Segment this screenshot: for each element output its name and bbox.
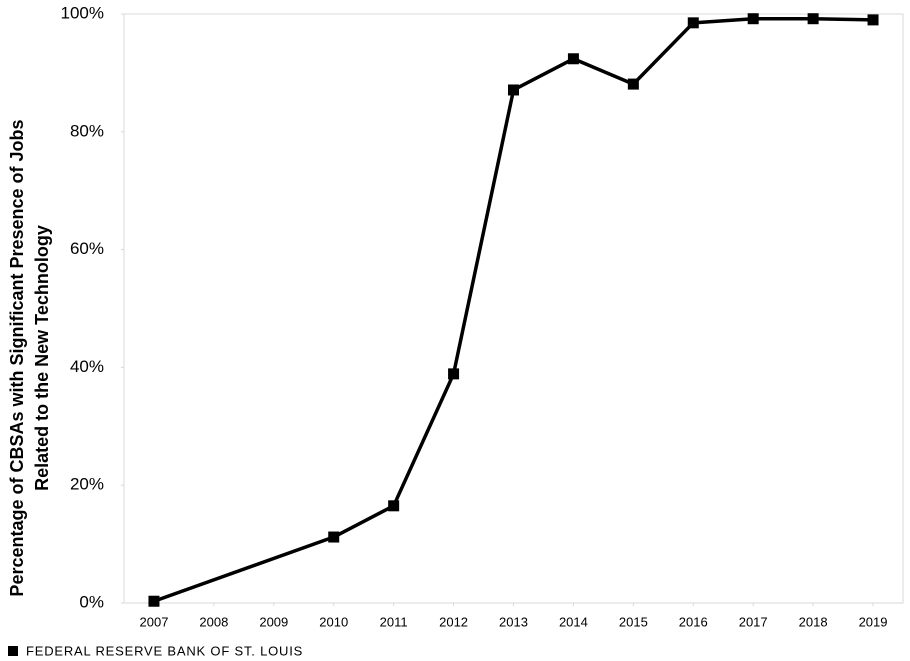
plot-frame <box>123 13 904 604</box>
x-tick-label: 2007 <box>140 614 169 629</box>
x-tick-label: 2017 <box>739 614 768 629</box>
x-tick-label: 2018 <box>799 614 828 629</box>
data-marker <box>687 17 699 29</box>
y-tick-label: 100% <box>61 3 104 22</box>
footer-source: FEDERAL RESERVE BANK OF ST. LOUIS <box>26 643 303 658</box>
data-marker <box>328 531 340 543</box>
data-marker <box>508 84 519 96</box>
data-marker <box>567 53 579 65</box>
data-marker <box>388 500 400 512</box>
footer-icon <box>8 646 18 656</box>
y-tick-label: 40% <box>70 357 104 376</box>
x-tick-label: 2016 <box>679 614 708 629</box>
y-tick-label: 0% <box>79 592 104 611</box>
data-marker <box>867 14 879 26</box>
x-tick-label: 2012 <box>439 614 468 629</box>
data-marker <box>627 78 639 90</box>
x-tick-label: 2013 <box>499 614 528 629</box>
x-tick-label: 2008 <box>199 614 228 629</box>
x-tick-label: 2015 <box>619 614 648 629</box>
y-tick-label: 80% <box>70 121 104 140</box>
data-marker <box>807 13 819 25</box>
data-marker <box>747 13 759 25</box>
x-tick-label: 2010 <box>319 614 348 629</box>
x-tick-label: 2019 <box>859 614 888 629</box>
y-axis-label: Related to the New Technology <box>32 225 52 491</box>
x-tick-label: 2014 <box>559 614 588 629</box>
y-tick-label: 20% <box>70 475 104 494</box>
x-tick-label: 2009 <box>259 614 288 629</box>
y-tick-label: 60% <box>70 239 104 258</box>
data-marker <box>448 368 460 380</box>
x-tick-label: 2011 <box>380 614 408 629</box>
y-axis-label: Percentage of CBSAs with Significant Pre… <box>7 119 27 596</box>
data-marker <box>148 595 160 607</box>
data-line <box>153 16 874 603</box>
